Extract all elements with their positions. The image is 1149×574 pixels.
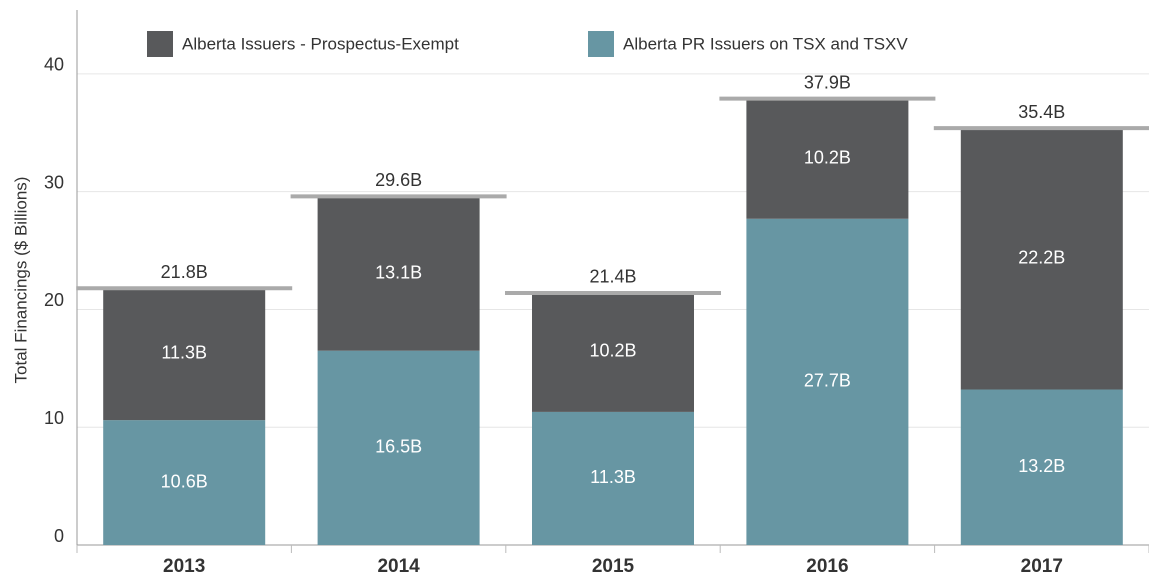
total-label: 37.9B (804, 72, 851, 92)
total-label: 35.4B (1018, 102, 1065, 122)
bar-segment (532, 291, 694, 412)
x-tick-label: 2015 (592, 556, 635, 574)
legend-label: Alberta PR Issuers on TSX and TSXV (623, 34, 908, 53)
bar-segment (103, 287, 266, 421)
data-label: 11.3B (590, 467, 636, 487)
data-label: 11.3B (161, 342, 207, 362)
total-label: 21.4B (589, 267, 636, 287)
legend-swatch (588, 31, 614, 57)
legend-label: Alberta Issuers - Prospectus-Exempt (182, 34, 459, 53)
data-label: 13.2B (1018, 456, 1065, 476)
y-tick-label: 0 (54, 526, 64, 546)
y-tick-label: 40 (44, 55, 64, 75)
total-label: 21.8B (161, 262, 208, 282)
data-label: 13.1B (375, 262, 422, 282)
bar-segment (746, 218, 909, 545)
y-axis-label: Total Financings ($ Billions) (11, 177, 30, 384)
x-tick-label: 2017 (1021, 556, 1063, 574)
x-tick-label: 2014 (377, 556, 420, 574)
y-tick-label: 10 (44, 408, 64, 428)
bar-segment (960, 389, 1123, 545)
data-label: 16.5B (375, 437, 422, 457)
data-label: 22.2B (1018, 248, 1065, 268)
y-tick-label: 30 (44, 172, 64, 192)
x-tick-label: 2013 (163, 556, 205, 574)
bar-segment (960, 128, 1123, 390)
bar-segment (746, 98, 909, 219)
legend-swatch (147, 31, 173, 57)
data-label: 10.6B (161, 471, 208, 491)
data-label: 10.2B (589, 341, 636, 361)
bar-segment (317, 196, 480, 351)
bar-segment (103, 420, 266, 545)
x-tick-label: 2016 (806, 556, 848, 574)
total-label: 29.6B (375, 170, 422, 190)
bar-segment (532, 411, 694, 545)
data-label: 27.7B (804, 371, 851, 391)
bar-segment (317, 350, 480, 545)
data-label: 10.2B (804, 147, 851, 167)
y-tick-label: 20 (44, 290, 64, 310)
